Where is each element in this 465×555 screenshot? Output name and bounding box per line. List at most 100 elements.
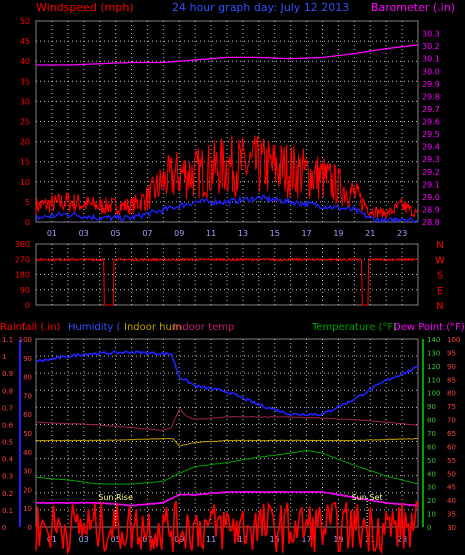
wind-x-tick-label: 23 xyxy=(397,229,407,238)
dew-point-y-tick-label: 75 xyxy=(447,403,456,411)
rainfall-y-tick-label: 0 xyxy=(2,524,6,532)
barometer-y-tick-label: 30.0 xyxy=(422,67,440,76)
dew-point-y-tick-label: 95 xyxy=(447,349,456,357)
compass-label: N xyxy=(436,240,443,251)
rainfall-y-tick-label: 0.1 xyxy=(2,507,13,515)
wind-x-tick-label: 17 xyxy=(301,229,311,238)
dew-point-y-tick-label: 55 xyxy=(447,457,456,465)
wind-y-tick-label: 10 xyxy=(20,178,30,187)
sun-set-label: Sun Set xyxy=(352,493,383,502)
wind-x-tick-label: 03 xyxy=(79,229,89,238)
humidity-y-tick-label: 50 xyxy=(23,430,32,438)
indoor-hum-title: Indoor hum xyxy=(124,322,182,333)
barometer-y-tick-label: 29.2 xyxy=(422,168,440,177)
wind-x-tick-label: 19 xyxy=(333,229,343,238)
humidity-y-tick-label: 20 xyxy=(23,486,32,494)
series-rainfall-line xyxy=(35,499,419,555)
rainfall-title: Rainfall (.in) xyxy=(0,322,61,333)
direction-y-tick-label: 360 xyxy=(15,240,30,249)
wind-average-line xyxy=(35,194,419,225)
barometer-y-tick-label: 30.3 xyxy=(422,30,440,39)
temperature-y-tick-label: 120 xyxy=(427,363,440,371)
rainfall-y-tick-label: 0.8 xyxy=(2,387,13,395)
dew-point-y-tick-label: 90 xyxy=(447,363,456,371)
dew-point-y-tick-label: 60 xyxy=(447,443,456,451)
compass-label: N xyxy=(436,301,443,312)
wind-x-tick-label: 09 xyxy=(174,229,184,238)
rainfall-y-tick-label: 0.6 xyxy=(2,421,14,429)
wind-y-tick-label: 40 xyxy=(20,57,30,66)
temp-x-tick-label: 23 xyxy=(397,535,407,544)
wind-y-tick-label: 25 xyxy=(20,118,30,127)
barometer-y-tick-label: 29.7 xyxy=(422,105,440,114)
temperature-y-tick-label: 130 xyxy=(427,349,440,357)
wind-y-tick-label: 0 xyxy=(25,218,30,227)
humidity-title: Humidity ( xyxy=(68,322,121,333)
humidity-y-tick-label: 90 xyxy=(23,355,32,363)
humidity-y-tick-label: 80 xyxy=(23,374,32,382)
temperature-y-tick-label: 20 xyxy=(427,497,436,505)
wind-x-tick-label: 11 xyxy=(206,229,216,238)
barometer-y-tick-label: 29.5 xyxy=(422,130,440,139)
wind-y-tick-label: 30 xyxy=(20,97,30,106)
barometer-y-tick-label: 29.4 xyxy=(422,143,440,152)
series-indoor-hum-line xyxy=(35,437,419,447)
barometer-y-tick-label: 28.9 xyxy=(422,205,440,214)
direction-y-tick-label: 90 xyxy=(20,286,30,295)
dew-point-y-tick-label: 100 xyxy=(447,336,460,344)
barometer-title: Barometer (.in) xyxy=(371,1,455,14)
windspeed-title: Windspeed (mph) xyxy=(36,1,134,14)
wind-y-tick-label: 20 xyxy=(20,138,30,147)
wind-x-tick-label: 07 xyxy=(142,229,152,238)
temperature-y-tick-label: 50 xyxy=(427,457,436,465)
temperature-y-tick-label: 60 xyxy=(427,443,436,451)
barometer-y-tick-label: 29.1 xyxy=(422,180,440,189)
temperature-y-tick-label: 40 xyxy=(427,470,436,478)
barometer-y-tick-label: 30.1 xyxy=(422,55,440,64)
dew-point-title: Dew Point (°F) xyxy=(393,322,465,333)
temp-x-tick-label: 03 xyxy=(79,535,89,544)
rainfall-y-tick-label: 0.5 xyxy=(2,439,13,447)
temp-x-tick-label: 07 xyxy=(142,535,152,544)
temperature-y-tick-label: 110 xyxy=(427,376,440,384)
series-temperature-line xyxy=(35,450,419,485)
dew-point-y-tick-label: 35 xyxy=(447,511,456,519)
barometer-y-tick-label: 29.3 xyxy=(422,155,440,164)
compass-label: E xyxy=(437,286,443,297)
temp-x-tick-label: 17 xyxy=(301,535,311,544)
temperature-y-tick-label: 0 xyxy=(427,524,431,532)
humidity-y-tick-label: 100 xyxy=(19,336,32,344)
temp-x-tick-label: 11 xyxy=(206,535,216,544)
rainfall-y-tick-label: 0.7 xyxy=(2,404,13,412)
wind-x-tick-label: 15 xyxy=(270,229,280,238)
temperature-y-tick-label: 140 xyxy=(427,336,440,344)
wind-y-tick-label: 50 xyxy=(20,17,30,26)
dew-point-y-tick-label: 65 xyxy=(447,430,456,438)
wind-y-tick-label: 45 xyxy=(20,37,30,46)
series-dew-point-line xyxy=(35,490,419,507)
rainfall-y-tick-label: 0.4 xyxy=(2,456,14,464)
wind-x-tick-label: 01 xyxy=(47,229,57,238)
dew-point-y-tick-label: 70 xyxy=(447,417,456,425)
graph-date-title: 24 hour graph day: July 12 2013 xyxy=(172,1,349,14)
rainfall-y-tick-label: 1 xyxy=(2,353,6,361)
dew-point-y-tick-label: 50 xyxy=(447,470,456,478)
temp-x-tick-label: 05 xyxy=(110,535,120,544)
humidity-y-tick-label: 30 xyxy=(23,468,32,476)
direction-y-tick-label: 270 xyxy=(15,255,30,264)
wind-x-tick-label: 05 xyxy=(110,229,120,238)
barometer-y-tick-label: 30.2 xyxy=(422,42,440,51)
temperature-y-tick-label: 10 xyxy=(427,511,436,519)
dew-point-y-tick-label: 85 xyxy=(447,376,456,384)
barometer-line xyxy=(36,44,419,66)
barometer-y-tick-label: 29.0 xyxy=(422,193,440,202)
temperature-y-tick-label: 100 xyxy=(427,390,440,398)
temperature-y-tick-label: 30 xyxy=(427,484,436,492)
temp-x-tick-label: 13 xyxy=(238,535,248,544)
dew-point-y-tick-label: 45 xyxy=(447,484,456,492)
temperature-y-tick-label: 70 xyxy=(427,430,436,438)
humidity-y-tick-label: 10 xyxy=(23,505,32,513)
direction-line xyxy=(35,257,418,306)
wind-y-tick-label: 35 xyxy=(20,77,30,86)
